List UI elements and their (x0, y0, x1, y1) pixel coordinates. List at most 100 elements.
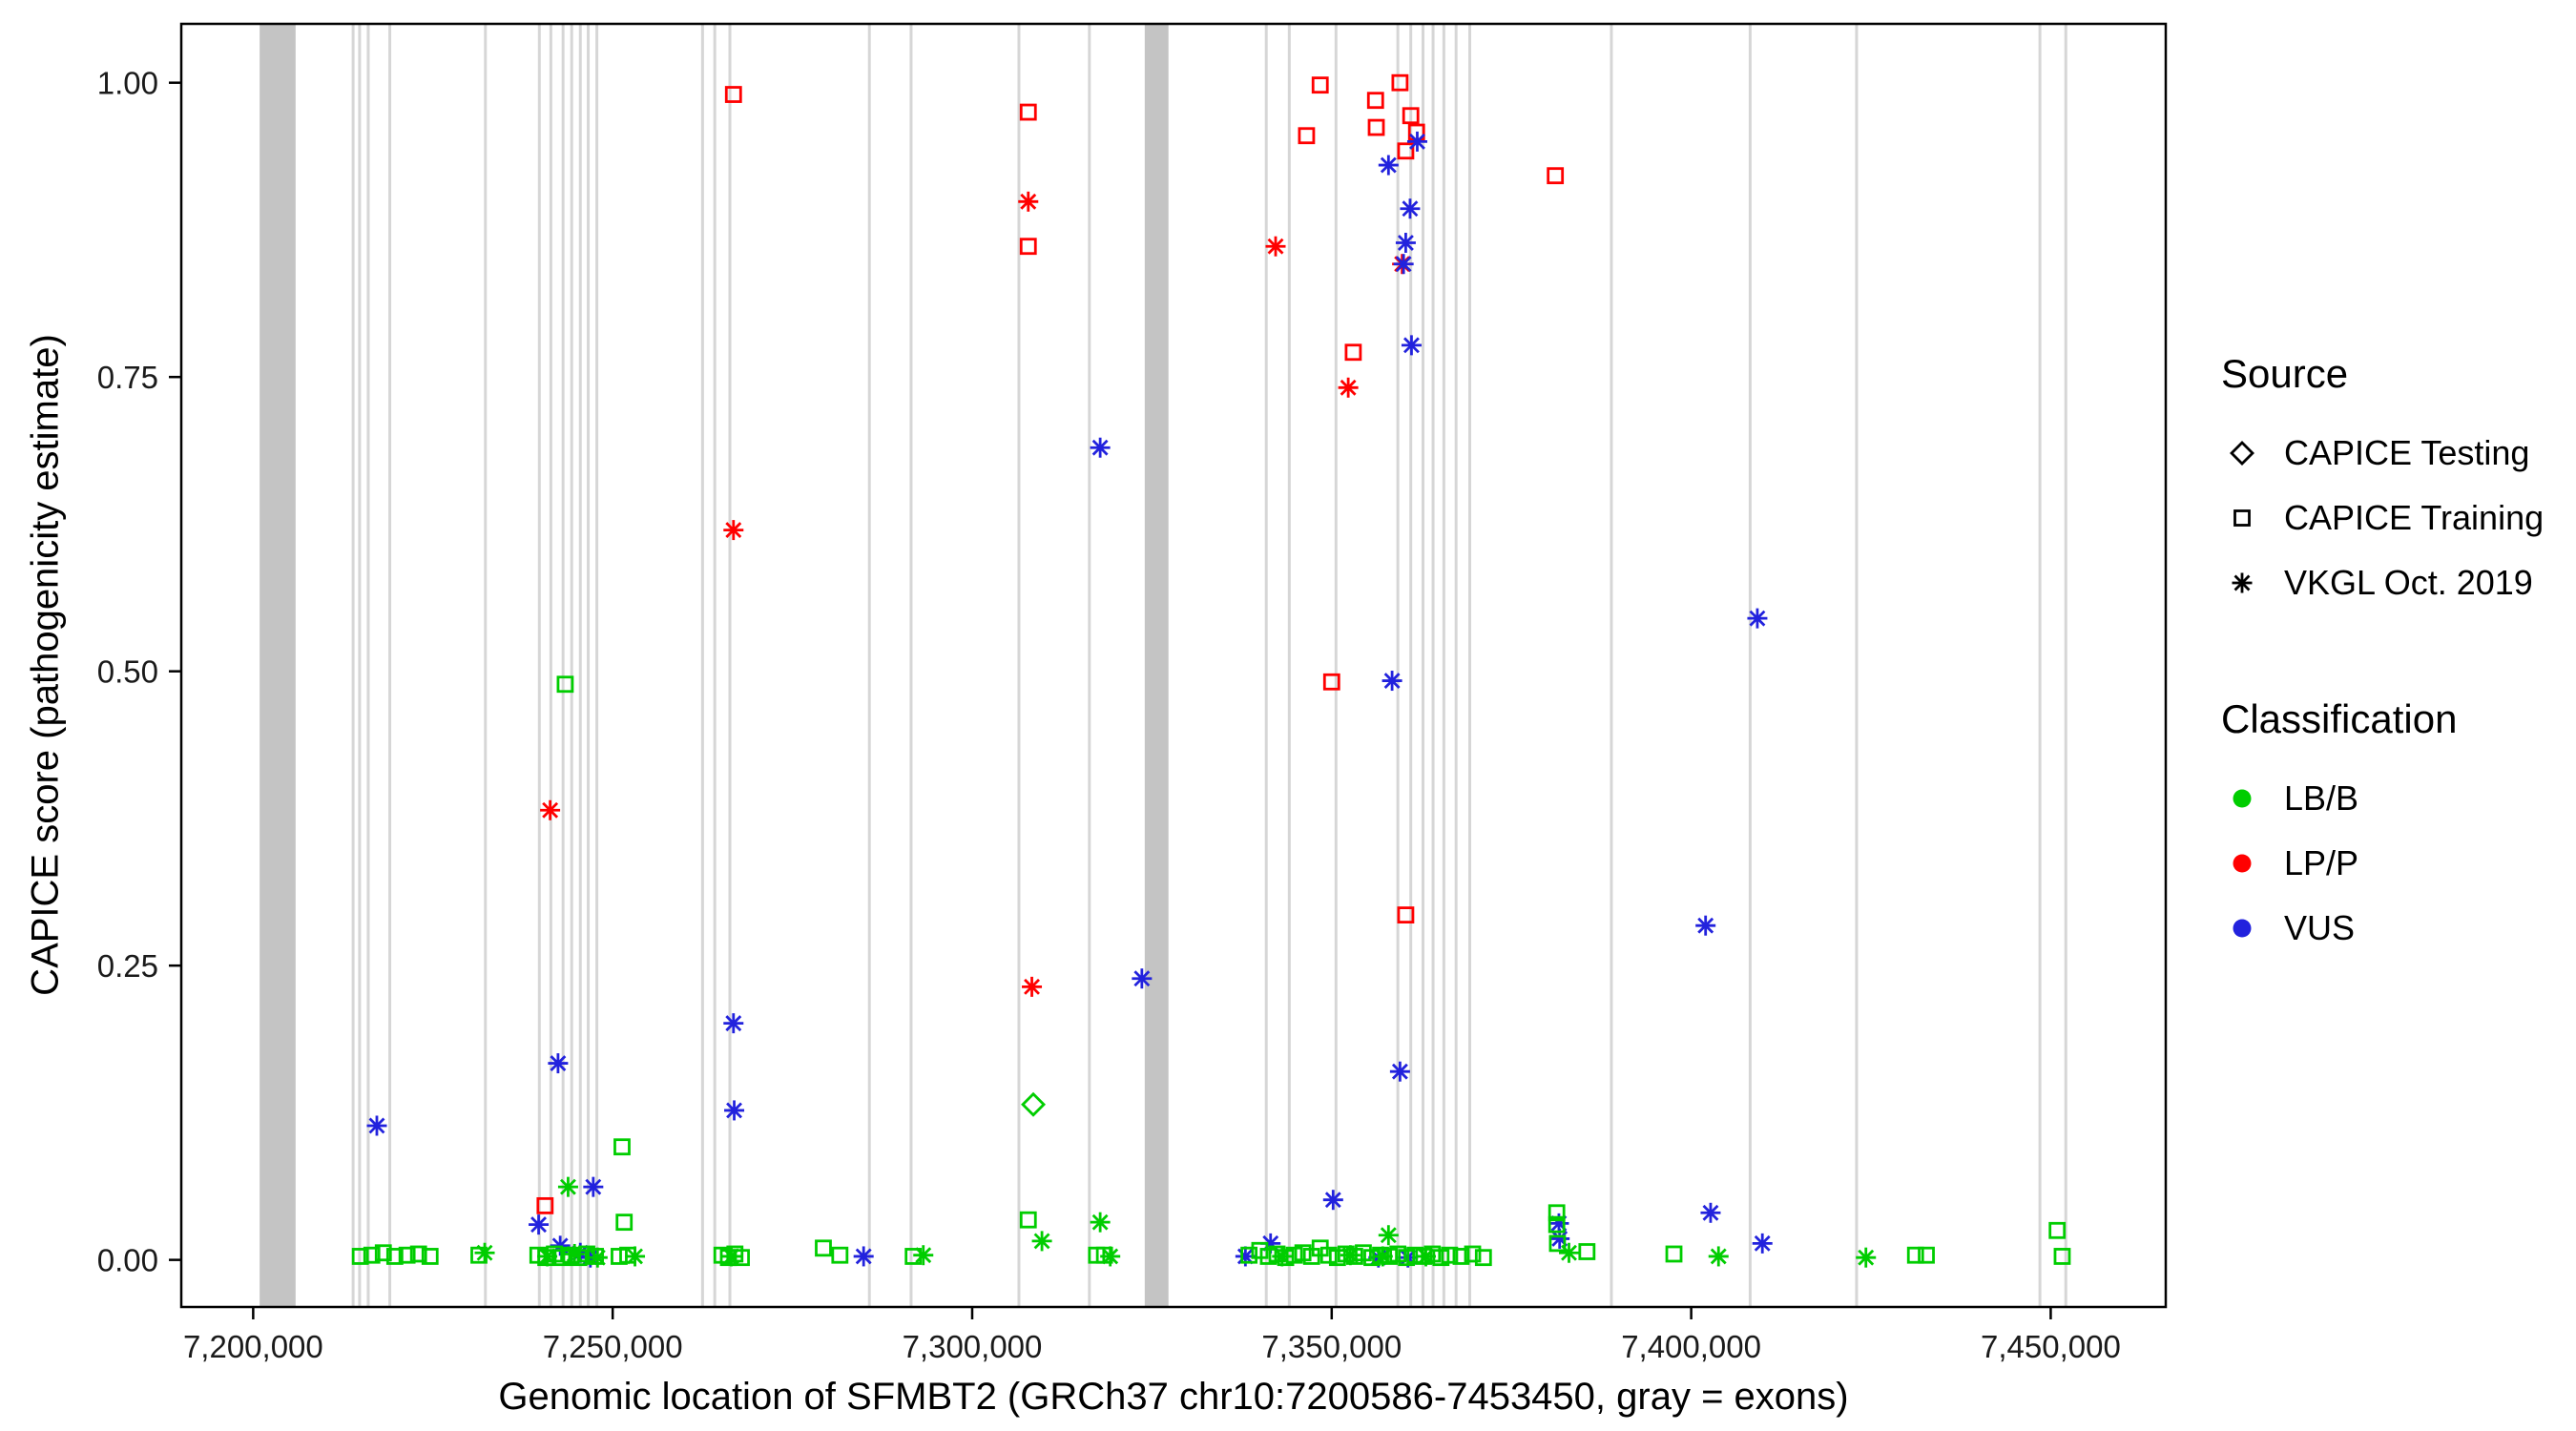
green-dot-icon (2233, 789, 2252, 808)
data-point (366, 1115, 387, 1136)
data-point (1022, 976, 1043, 997)
legend-source-title: Source (2221, 351, 2349, 396)
data-point (1021, 1091, 1047, 1117)
panel-border (179, 22, 2168, 1309)
legend-classification-title: Classification (2221, 696, 2458, 741)
exon-line (728, 24, 732, 1307)
data-point (548, 1053, 569, 1074)
data-point (1906, 1246, 1924, 1264)
legend-item-vus: VUS (2221, 902, 2544, 954)
exon-line (484, 24, 488, 1307)
data-point (1018, 191, 1039, 212)
asterisk-icon (2232, 572, 2253, 593)
data-point (723, 1013, 744, 1034)
legend-dot (2233, 919, 2252, 938)
data-point (1344, 343, 1362, 362)
diamond-icon (2230, 441, 2254, 466)
data-point (1355, 1244, 1372, 1262)
exon-line (570, 24, 573, 1307)
data-point (1019, 103, 1037, 121)
x-tick-label: 7,200,000 (183, 1329, 323, 1364)
data-point (1328, 1249, 1346, 1267)
data-point (724, 86, 742, 103)
data-point (724, 1100, 745, 1121)
exon-line (1396, 24, 1400, 1307)
data-point (1372, 1246, 1393, 1267)
data-point (1578, 1243, 1596, 1260)
data-point (1400, 198, 1421, 219)
data-point (564, 1243, 585, 1264)
legend: Source CAPICE Testing CAPICE Training VK… (2221, 351, 2544, 967)
data-point (1319, 1246, 1338, 1264)
x-tick-label: 7,300,000 (903, 1329, 1043, 1364)
data-point (529, 1214, 550, 1235)
exon-line (1088, 24, 1091, 1307)
data-point (1340, 1245, 1361, 1266)
data-point (1918, 1246, 1935, 1264)
data-point (1090, 437, 1111, 458)
data-point (587, 1247, 608, 1268)
data-point (1700, 1202, 1721, 1223)
data-point (385, 1248, 404, 1265)
data-point (2233, 509, 2251, 527)
data-point (1397, 906, 1415, 923)
square-icon (2233, 509, 2251, 527)
exon-line (1017, 24, 1021, 1307)
exon-line (1748, 24, 1752, 1307)
y-axis-title: CAPICE score (pathogenicity estimate) (24, 334, 67, 996)
exon-line (358, 24, 362, 1307)
data-point (615, 1213, 634, 1232)
exon-line (1264, 24, 1268, 1307)
data-point (2232, 572, 2253, 593)
legend-item-vkgl: VKGL Oct. 2019 (2221, 557, 2544, 609)
exon-bar (260, 24, 296, 1307)
legend-item-label: LP/P (2284, 843, 2359, 882)
data-point (1401, 335, 1422, 356)
data-point (474, 1242, 495, 1263)
data-point (1132, 968, 1153, 989)
exon-line (587, 24, 591, 1307)
legend-item-label: VUS (2284, 908, 2356, 947)
data-point (1322, 673, 1340, 691)
exon-line (1610, 24, 1613, 1307)
exon-line (388, 24, 392, 1307)
legend-item-capice-training: CAPICE Training (2221, 492, 2544, 544)
x-tick-label: 7,250,000 (543, 1329, 683, 1364)
data-point (363, 1246, 381, 1264)
exon-line (1287, 24, 1291, 1307)
data-point (1398, 1249, 1416, 1267)
legend-item-lpp: LP/P (2221, 838, 2544, 889)
data-point (1547, 167, 1565, 185)
data-point (1464, 1245, 1482, 1263)
exon-bar (1144, 24, 1169, 1307)
legend-item-capice-testing: CAPICE Testing (2221, 427, 2544, 479)
data-point (1311, 76, 1329, 94)
data-point (913, 1245, 934, 1266)
data-point (1548, 1204, 1566, 1222)
data-point (540, 799, 561, 820)
data-point (625, 1246, 646, 1267)
y-tick-label: 0.75 (97, 360, 158, 395)
data-point (1389, 1245, 1407, 1263)
data-point (1548, 1215, 1566, 1234)
data-point (536, 1196, 554, 1214)
exon-line (549, 24, 552, 1307)
red-dot-icon (2233, 854, 2252, 873)
data-point (398, 1246, 416, 1264)
data-point (1441, 1246, 1459, 1264)
data-point (1395, 233, 1416, 254)
data-point (2048, 1221, 2067, 1239)
exon-line (1855, 24, 1859, 1307)
data-point (1294, 1244, 1312, 1262)
data-point (1381, 671, 1402, 692)
data-point (374, 1244, 392, 1262)
exon-line (2064, 24, 2067, 1307)
exon-line (351, 24, 355, 1307)
legend-item-label: CAPICE Testing (2284, 433, 2530, 472)
data-point (1747, 608, 1768, 629)
exon-line (700, 24, 704, 1307)
legend-item-label: VKGL Oct. 2019 (2284, 563, 2533, 602)
legend-item-label: CAPICE Training (2284, 498, 2545, 537)
exon-line (1334, 24, 1338, 1307)
x-tick-label: 7,450,000 (1981, 1329, 2121, 1364)
